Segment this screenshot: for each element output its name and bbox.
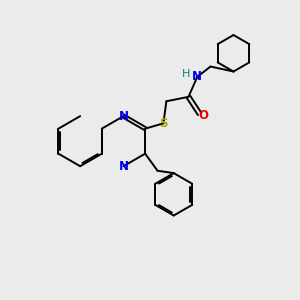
- Text: N: N: [118, 110, 128, 123]
- Text: O: O: [199, 109, 208, 122]
- Text: N: N: [192, 70, 202, 83]
- Text: S: S: [159, 117, 168, 130]
- Text: H: H: [182, 70, 190, 80]
- Text: N: N: [118, 160, 128, 173]
